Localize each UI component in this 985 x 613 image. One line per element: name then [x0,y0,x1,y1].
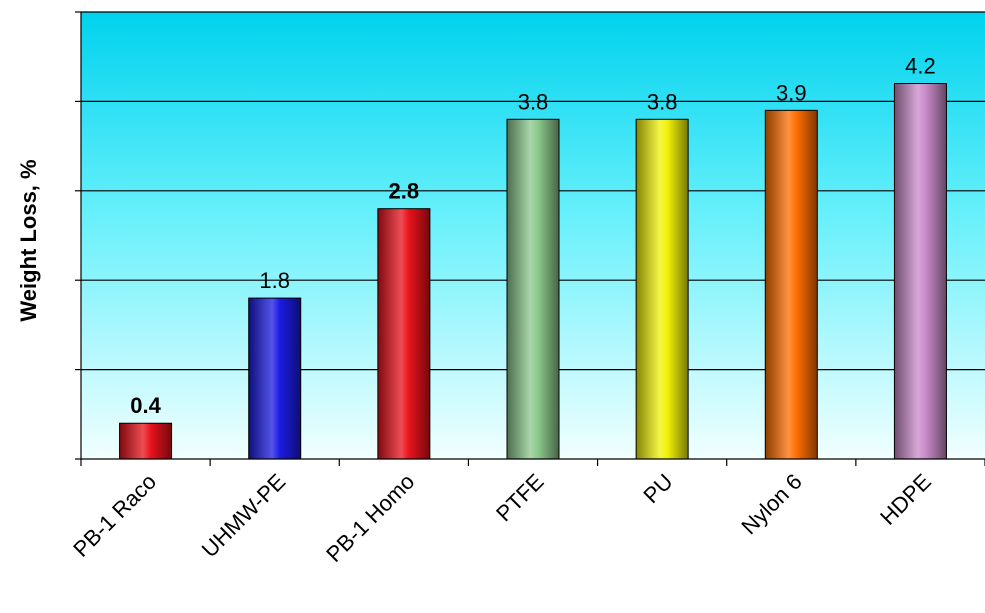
bar-nylon-6 [764,109,818,460]
data-label: 4.2 [905,54,936,79]
bar-pu [635,118,689,460]
data-label: 3.8 [518,89,549,114]
axes [75,11,985,466]
data-label: 3.8 [647,89,678,114]
data-label: 2.8 [389,179,420,204]
data-label: 1.8 [259,268,290,293]
bar-hdpe [893,83,947,460]
data-label: 3.9 [776,80,807,105]
bars [119,83,947,460]
x-tick-labels: PB-1 Raco UHMW-PE PB-1 Homo PTFE PU Nylon 6 HD… [68,469,936,567]
x-tick-label: HDPE [875,469,936,530]
x-tick-label: PB-1 Homo [321,469,419,567]
x-tick-label: PB-1 Raco [68,469,161,562]
bar-pb-1-raco [119,422,173,460]
x-tick-label: Nylon 6 [736,469,806,539]
data-labels: 0.4 1.8 2.8 3.8 3.8 3.9 4.2 [130,54,935,419]
x-tick-label: PTFE [491,469,548,526]
bar-ptfe [506,118,560,460]
x-tick-label: PU [638,469,677,508]
x-tick-label: UHMW-PE [197,469,290,562]
bar-pb-1-homo [377,208,431,460]
data-label: 0.4 [130,393,161,418]
y-axis-label: Weight Loss, % [16,159,41,321]
bar-uhmw-pe [248,297,302,460]
